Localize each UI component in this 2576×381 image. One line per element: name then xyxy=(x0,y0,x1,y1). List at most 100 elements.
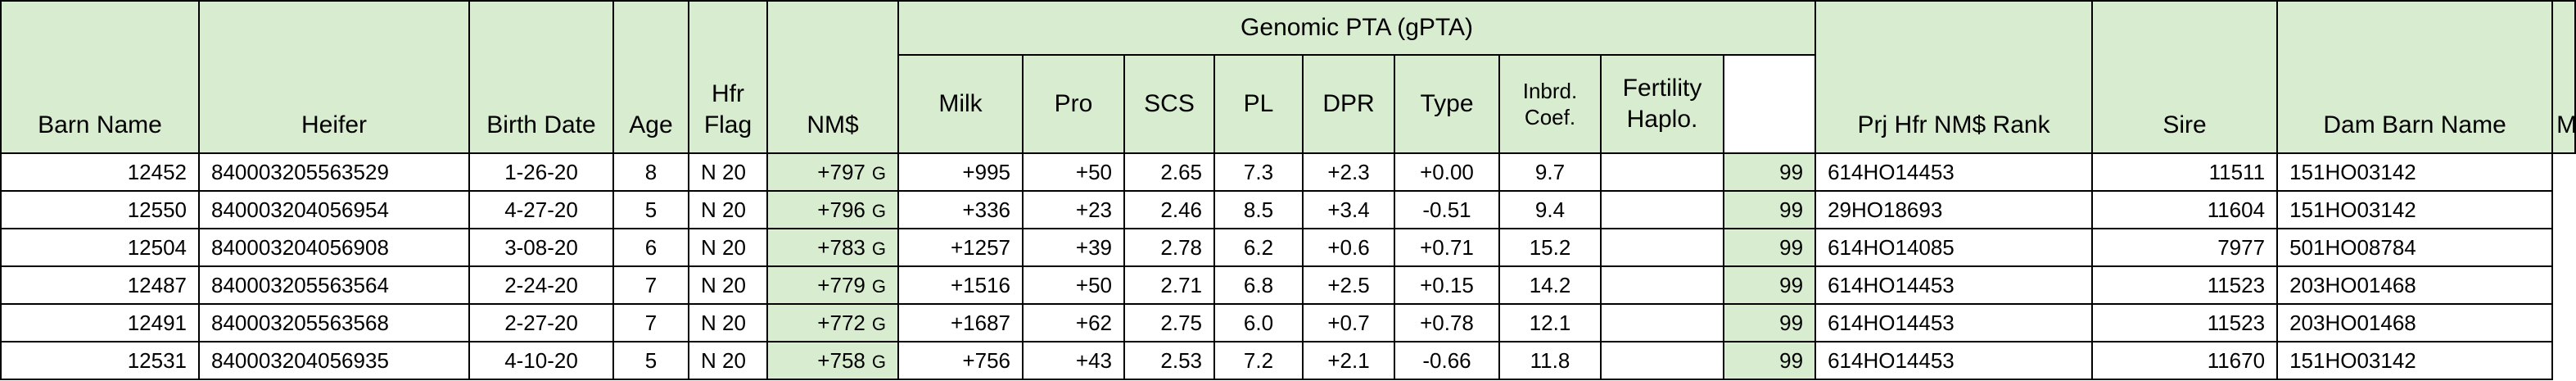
dam-barn-name-cell: 11670 xyxy=(2091,341,2279,380)
prj-rank-cell-value: 99 xyxy=(1779,347,1804,373)
dam-barn-name-cell: 11523 xyxy=(2091,265,2279,305)
table-row: 12504 840003204056908 3-08-20 6 N 20 +783 G +12… xyxy=(0,228,2575,267)
sire-cell: 614HO14453 xyxy=(1814,152,2094,192)
age-cell: 6 xyxy=(612,228,689,267)
mgs-cell-value: 151HO03142 xyxy=(2289,347,2416,373)
scs-cell-value: 2.75 xyxy=(1160,310,1202,335)
milk-cell: +336 xyxy=(897,190,1024,229)
barn-name-cell: 12550 xyxy=(0,190,200,229)
mgs-cell: 151HO03142 xyxy=(2276,341,2554,380)
genomic-grade-badge: G xyxy=(871,200,886,221)
inbrd-coef-cell: 9.4 xyxy=(1498,190,1602,229)
table-body: 12452 840003205563529 1-26-20 8 N 20 +797 G +99… xyxy=(0,152,2575,380)
hfr-flag-cell-value: N 20 xyxy=(701,159,746,184)
scs-cell-value: 2.46 xyxy=(1160,197,1202,222)
inbrd-coef-cell-value: 15.2 xyxy=(1529,234,1571,260)
inbrd-coef-cell: 14.2 xyxy=(1498,265,1602,305)
dpr-cell: +0.6 xyxy=(1302,228,1395,267)
pro-cell: +39 xyxy=(1022,228,1125,267)
prj-rank-cell: 99 xyxy=(1722,152,1817,192)
col-sire: Sire xyxy=(2091,0,2279,154)
col-barn-name: Barn Name xyxy=(0,0,200,154)
age-cell: 5 xyxy=(612,190,689,229)
type-cell: +0.78 xyxy=(1394,303,1500,342)
prj-rank-cell-value: 99 xyxy=(1779,197,1804,222)
type-cell: +0.00 xyxy=(1394,152,1500,192)
hfr-flag-cell: N 20 xyxy=(688,265,768,305)
pro-cell: +23 xyxy=(1022,190,1125,229)
mgs-cell-value: 501HO08784 xyxy=(2289,234,2416,260)
col-birth-date: Birth Date xyxy=(468,0,614,154)
prj-rank-cell: 99 xyxy=(1722,341,1817,380)
barn-name-cell-value: 12550 xyxy=(127,197,187,222)
genomic-grade-badge: G xyxy=(871,313,886,334)
heifer-id-cell: 840003204056935 xyxy=(198,341,470,380)
fertility-haplo-cell xyxy=(1600,228,1724,267)
pro-cell: +62 xyxy=(1022,303,1125,342)
col-heifer: Heifer xyxy=(198,0,470,154)
dpr-cell-value: +2.1 xyxy=(1327,347,1370,373)
pro-cell-value: +39 xyxy=(1075,234,1112,260)
nm-cell: +783 G xyxy=(766,228,899,267)
heifer-id-cell: 840003205563529 xyxy=(198,152,470,192)
heifer-id-cell: 840003205563568 xyxy=(198,303,470,342)
pl-cell-value: 7.2 xyxy=(1243,347,1274,373)
barn-name-cell: 12452 xyxy=(0,152,200,192)
milk-cell-value: +995 xyxy=(962,159,1010,184)
inbrd-coef-cell-value: 14.2 xyxy=(1529,272,1571,297)
heifer-id-cell-value: 840003204056935 xyxy=(211,347,389,373)
col-mgs: MGS xyxy=(2551,0,2576,154)
nm-cell-value: +772 xyxy=(817,310,865,335)
hfr-flag-cell: N 20 xyxy=(688,341,768,380)
birth-date-cell: 2-27-20 xyxy=(468,303,614,342)
mgs-cell: 501HO08784 xyxy=(2276,228,2554,267)
mgs-cell: 203HO01468 xyxy=(2276,303,2554,342)
scs-cell: 2.65 xyxy=(1123,152,1215,192)
heifer-id-cell: 840003205563564 xyxy=(198,265,470,305)
birth-date-cell-value: 2-24-20 xyxy=(504,272,578,297)
nm-cell: +758 G xyxy=(766,341,899,380)
barn-name-cell-value: 12487 xyxy=(127,272,187,297)
age-cell-value: 5 xyxy=(644,197,658,222)
milk-cell-value: +336 xyxy=(962,197,1010,222)
heifer-id-cell-value: 840003205563529 xyxy=(211,159,389,184)
prj-rank-cell-value: 99 xyxy=(1779,159,1804,184)
milk-cell-value: +1687 xyxy=(950,310,1010,335)
col-fertility-haplo: Fertility Haplo. xyxy=(1600,54,1724,154)
pl-cell: 7.3 xyxy=(1213,152,1304,192)
type-cell-value: -0.66 xyxy=(1422,347,1471,373)
birth-date-cell-value: 1-26-20 xyxy=(504,159,578,184)
col-hfr-flag: Hfr Flag xyxy=(688,0,768,154)
birth-date-cell-value: 4-27-20 xyxy=(504,197,578,222)
milk-cell: +1687 xyxy=(897,303,1024,342)
genomic-grade-badge: G xyxy=(871,238,886,259)
age-cell-value: 7 xyxy=(644,310,658,335)
age-cell: 5 xyxy=(612,341,689,380)
pl-cell: 6.8 xyxy=(1213,265,1304,305)
age-cell: 7 xyxy=(612,265,689,305)
birth-date-cell: 3-08-20 xyxy=(468,228,614,267)
heifer-id-cell: 840003204056908 xyxy=(198,228,470,267)
col-nm: NM$ xyxy=(766,0,899,154)
age-cell-value: 6 xyxy=(644,234,658,260)
barn-name-cell: 12531 xyxy=(0,341,200,380)
col-inbrd-coef: Inbrd. Coef. xyxy=(1498,54,1602,154)
dam-barn-name-cell-value: 11604 xyxy=(2207,197,2266,222)
dam-barn-name-cell-value: 7977 xyxy=(2217,234,2266,260)
col-dpr: DPR xyxy=(1302,54,1395,154)
dam-barn-name-cell: 11511 xyxy=(2091,152,2279,192)
type-cell-value: -0.51 xyxy=(1422,197,1471,222)
type-cell: +0.71 xyxy=(1394,228,1500,267)
pro-cell-value: +43 xyxy=(1075,347,1112,373)
heifer-id-cell-value: 840003204056908 xyxy=(211,234,389,260)
prj-rank-cell-value: 99 xyxy=(1779,310,1804,335)
dam-barn-name-cell-value: 11670 xyxy=(2207,347,2266,373)
birth-date-cell: 4-10-20 xyxy=(468,341,614,380)
mgs-cell-value: 151HO03142 xyxy=(2289,159,2416,184)
inbrd-coef-cell: 9.7 xyxy=(1498,152,1602,192)
prj-rank-cell-value: 99 xyxy=(1779,272,1804,297)
pro-cell: +50 xyxy=(1022,265,1125,305)
heifer-id-cell: 840003204056954 xyxy=(198,190,470,229)
nm-cell: +772 G xyxy=(766,303,899,342)
